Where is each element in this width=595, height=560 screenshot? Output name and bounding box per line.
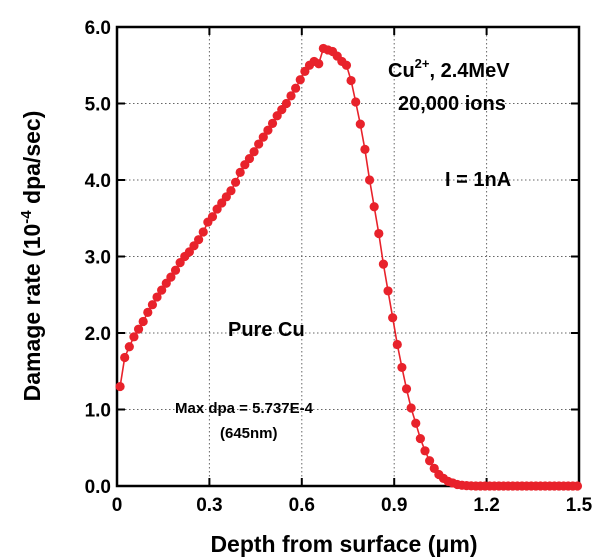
data-point xyxy=(406,403,416,413)
y-axis-title-main: Damage rate (10 xyxy=(19,224,45,402)
x-tick-label: 0.6 xyxy=(289,495,315,516)
data-point xyxy=(281,98,291,109)
data-point xyxy=(378,259,389,269)
data-point xyxy=(258,132,268,142)
data-point xyxy=(267,118,278,128)
data-point xyxy=(133,324,144,334)
data-point xyxy=(235,167,245,177)
data-point xyxy=(143,307,153,317)
series-line xyxy=(119,47,578,487)
data-point xyxy=(392,339,402,350)
data-point xyxy=(572,481,583,491)
ion-energy: , 2.4MeV xyxy=(430,60,511,82)
x-axis-title: Depth from surface (μm) xyxy=(210,531,477,557)
ion-charge: 2+ xyxy=(415,56,430,71)
data-point xyxy=(388,313,398,323)
data-point xyxy=(230,177,241,187)
data-point xyxy=(383,286,393,296)
y-tick-label: 4.0 xyxy=(85,171,111,192)
data-point xyxy=(369,202,379,212)
data-point xyxy=(346,75,356,86)
data-point xyxy=(360,144,370,154)
data-point xyxy=(425,456,435,466)
y-axis-title: Damage rate (10-4 dpa/sec) xyxy=(18,111,45,402)
data-point xyxy=(249,147,259,157)
x-tick-label: 0.3 xyxy=(196,495,222,516)
data-point xyxy=(152,292,162,302)
y-tick-label: 3.0 xyxy=(85,248,111,269)
current-label: I = 1nA xyxy=(445,169,511,191)
data-point xyxy=(138,316,148,327)
data-point xyxy=(198,227,208,237)
data-point xyxy=(374,228,384,239)
data-point xyxy=(355,119,365,129)
data-point xyxy=(244,153,255,164)
x-tick-label: 0.9 xyxy=(381,495,407,516)
x-tick-label: 1.2 xyxy=(473,495,499,516)
data-point xyxy=(341,60,352,70)
data-point xyxy=(291,83,301,93)
y-axis-title-tail: dpa/sec) xyxy=(19,111,45,211)
x-tick-label: 0 xyxy=(112,495,123,516)
max-depth-label: (645nm) xyxy=(220,425,278,442)
y-tick-label: 0.0 xyxy=(85,477,111,498)
data-point xyxy=(411,418,421,428)
ion-prefix: Cu xyxy=(388,60,415,82)
data-point xyxy=(115,381,125,392)
ion-label: Cu2+, 2.4MeV xyxy=(388,56,510,82)
y-tick-label: 1.0 xyxy=(85,401,111,422)
data-point xyxy=(286,91,296,101)
data-point xyxy=(254,139,264,149)
data-point xyxy=(147,300,158,310)
data-point xyxy=(120,352,130,363)
data-point xyxy=(420,446,430,456)
data-point xyxy=(401,384,412,394)
data-point xyxy=(207,212,218,222)
data-point xyxy=(157,285,167,295)
data-point xyxy=(226,186,236,196)
data-point xyxy=(415,433,425,444)
ions-count-label: 20,000 ions xyxy=(398,93,506,115)
data-point xyxy=(129,332,139,342)
material-label: Pure Cu xyxy=(228,319,305,341)
data-point xyxy=(263,125,273,135)
data-point xyxy=(170,265,181,275)
data-point xyxy=(295,75,305,85)
data-point xyxy=(351,97,361,107)
data-point xyxy=(314,59,324,69)
y-tick-label: 5.0 xyxy=(85,95,111,116)
y-axis-title-exp: -4 xyxy=(18,210,35,224)
data-point xyxy=(397,362,407,373)
x-tick-label: 1.5 xyxy=(566,495,593,516)
y-tick-label: 6.0 xyxy=(85,18,111,39)
data-point xyxy=(166,272,176,282)
y-tick-label: 2.0 xyxy=(85,324,111,345)
tick-labels: 0 0.3 0.6 0.9 1.2 1.5 0.0 1.0 2.0 3.0 4.0 5.0 6.0 xyxy=(85,18,593,516)
max-dpa-label: Max dpa = 5.737E-4 xyxy=(175,400,314,417)
data-point xyxy=(364,175,375,185)
data-point xyxy=(124,342,134,352)
grid-lines xyxy=(117,27,579,486)
data-points xyxy=(115,43,583,491)
data-point xyxy=(194,235,204,245)
